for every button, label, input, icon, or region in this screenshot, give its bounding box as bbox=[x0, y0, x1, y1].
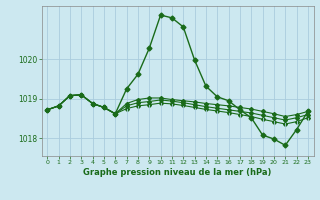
X-axis label: Graphe pression niveau de la mer (hPa): Graphe pression niveau de la mer (hPa) bbox=[84, 168, 272, 177]
